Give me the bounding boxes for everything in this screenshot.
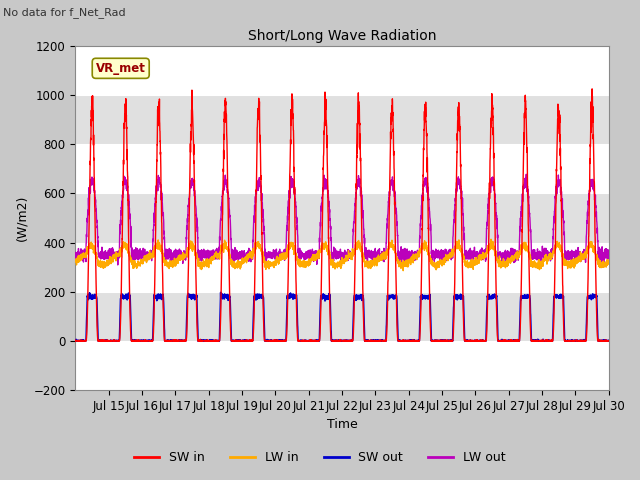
Y-axis label: (W/m2): (W/m2) <box>15 195 28 241</box>
Title: Short/Long Wave Radiation: Short/Long Wave Radiation <box>248 29 436 43</box>
Bar <box>76 292 609 341</box>
Bar <box>76 95 609 144</box>
Text: VR_met: VR_met <box>96 62 146 75</box>
X-axis label: Time: Time <box>326 419 357 432</box>
Bar <box>76 193 609 242</box>
Legend: SW in, LW in, SW out, LW out: SW in, LW in, SW out, LW out <box>129 446 511 469</box>
Text: No data for f_Net_Rad: No data for f_Net_Rad <box>3 7 126 18</box>
